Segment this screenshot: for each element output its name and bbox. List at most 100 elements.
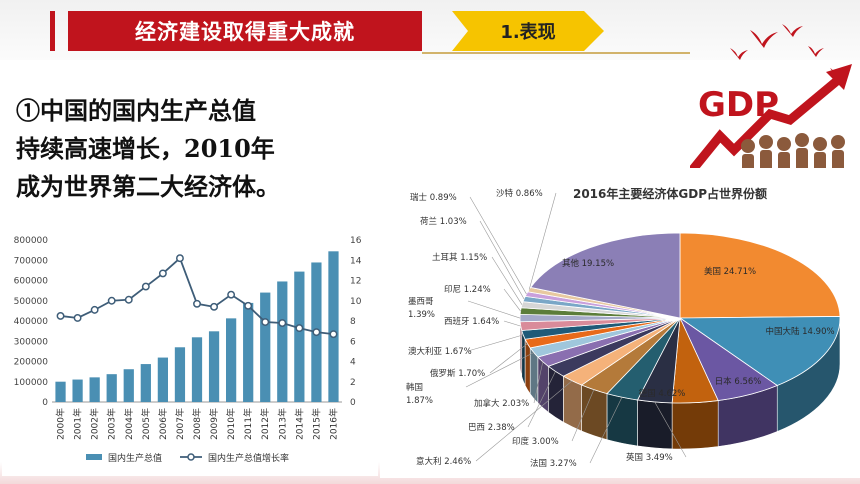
x-tick-label: 2010年 — [225, 408, 237, 440]
y2-tick-label: 4 — [350, 358, 356, 368]
pie-label: 西班牙 1.64% — [444, 316, 499, 327]
gdp-bar — [294, 271, 305, 402]
pie-slice-wall — [606, 393, 638, 447]
pie-label: 韩国 — [406, 382, 423, 393]
main-statement-line-1: ①中国的国内生产总值 — [16, 96, 256, 125]
y2-tick-label: 8 — [350, 317, 356, 327]
y2-tick-label: 12 — [350, 277, 361, 287]
pie-leader-line — [491, 256, 523, 305]
y2-tick-label: 16 — [350, 236, 362, 246]
pie-label: 英国 3.49% — [626, 452, 673, 463]
pie-leader-line — [503, 288, 521, 312]
pie-leader-line — [654, 401, 687, 458]
section-tag-arrow — [452, 11, 604, 51]
gdp-bar — [174, 347, 186, 402]
pie-label: 土耳其 1.15% — [432, 252, 487, 263]
pie-leader-line — [479, 220, 525, 300]
pie-leader-line — [533, 361, 544, 404]
growth-rate-point — [90, 305, 99, 314]
gdp-bar — [72, 379, 83, 402]
gdp-bar — [208, 331, 220, 402]
pie-label: 俄罗斯 1.70% — [430, 368, 485, 379]
pie-label: 意大利 2.46% — [416, 456, 471, 467]
legend-swatch-gdp — [86, 454, 102, 460]
pie-leader-line — [489, 343, 528, 374]
growth-rate-point — [175, 254, 184, 263]
growth-rate-point — [210, 302, 219, 311]
growth-rate-point — [56, 311, 65, 320]
x-tick-label: 2006年 — [157, 408, 169, 440]
slide-title: 经济建设取得重大成就 — [68, 11, 422, 51]
pie-leader-line — [475, 380, 573, 462]
gdp-logo-text: GDP — [698, 85, 779, 125]
growth-rate-point — [329, 330, 338, 339]
growth-rate-point — [312, 328, 321, 337]
pie-slice-wall — [563, 375, 582, 432]
pie-leader-line — [469, 196, 527, 295]
pie-label-value: 1.39% — [408, 310, 435, 320]
growth-rate-point — [261, 318, 270, 326]
pie-leader-line — [467, 334, 524, 352]
pie-leader-line — [528, 192, 557, 290]
pie-label: 德国 4.62% — [639, 388, 686, 399]
gdp-bar — [260, 292, 271, 402]
growth-rate-point — [107, 296, 116, 305]
gdp-bar — [328, 251, 339, 402]
growth-rate-point — [73, 314, 82, 322]
pie-label: 中国大陆 14.90% — [765, 326, 834, 337]
growth-rate-point — [158, 269, 167, 278]
gdp-bar — [55, 381, 66, 402]
gdp-bar — [191, 337, 203, 402]
pie-title: 2016年主要经济体GDP占世界份额 — [573, 186, 767, 201]
pie-label-value: 1.87% — [406, 396, 433, 406]
y2-tick-label: 6 — [350, 337, 356, 347]
section-tag-label: 1.表现 — [500, 22, 556, 43]
pie-leader-line — [465, 352, 534, 388]
legend-label-growth: 国内生产总值增长率 — [208, 452, 289, 464]
y-tick-label: 200000 — [14, 358, 49, 368]
gdp-bar — [106, 374, 117, 402]
gdp-growth-logo: GDP — [690, 24, 852, 174]
x-tick-label: 2005年 — [140, 408, 152, 440]
pie-leader-line — [571, 389, 595, 442]
growth-rate-point — [227, 290, 236, 299]
title-accent-bar — [50, 11, 55, 51]
pie-label: 法国 3.27% — [530, 458, 577, 469]
pie-label: 日本 6.56% — [715, 376, 762, 387]
gdp-bar — [277, 281, 288, 402]
y2-tick-label: 10 — [350, 297, 362, 307]
x-tick-label: 2011年 — [242, 408, 254, 440]
pie-label: 印尼 1.24% — [444, 284, 491, 295]
pie-label: 巴西 2.38% — [468, 423, 515, 433]
growth-rate-point — [278, 319, 287, 327]
y2-tick-label: 14 — [350, 256, 362, 266]
gdp-bar — [123, 369, 134, 402]
x-tick-label: 2009年 — [208, 408, 220, 440]
y2-tick-label: 2 — [350, 378, 356, 388]
gdp-bar — [89, 377, 100, 402]
pie-leader-line — [589, 397, 623, 464]
main-statement-line-2: 持续高速增长，2010年 — [16, 134, 275, 163]
x-tick-label: 2003年 — [106, 408, 118, 440]
growth-rate-point — [244, 301, 253, 310]
pie-label: 美国 24.71% — [704, 266, 756, 277]
gdp-bar — [226, 318, 237, 402]
growth-rate-point — [124, 295, 133, 304]
pie-label: 其他 19.15% — [562, 258, 614, 269]
main-statement: ①中国的国内生产总值 持续高速增长，2010年 成为世界第二大经济体。 — [16, 92, 366, 206]
pie-label: 澳大利亚 1.67% — [408, 346, 472, 357]
pie-label: 沙特 0.86% — [496, 188, 543, 199]
x-tick-label: 2001年 — [72, 408, 84, 440]
y-tick-label: 800000 — [14, 236, 49, 246]
x-tick-label: 2008年 — [191, 408, 203, 440]
gdp-growth-chart: 0 100000 200000 300000 400000 500000 600000 700… — [2, 228, 378, 476]
x-tick-label: 2000年 — [55, 408, 67, 440]
title-underline — [422, 52, 690, 54]
legend-label-gdp: 国内生产总值 — [108, 452, 162, 464]
pie-label: 墨西哥 — [408, 297, 434, 307]
pie-label: 瑞士 0.89% — [410, 192, 457, 203]
y-tick-label: 500000 — [14, 297, 49, 307]
pie-slice-wall — [671, 400, 719, 450]
pie-slice — [678, 316, 841, 386]
